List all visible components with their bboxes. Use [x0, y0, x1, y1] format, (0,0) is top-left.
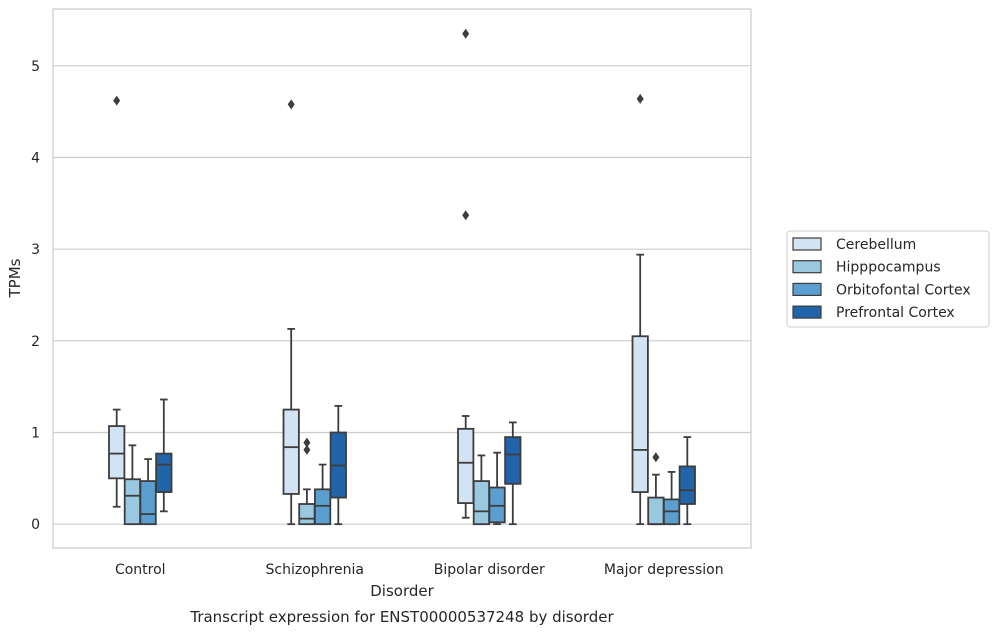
y-tick-label: 5: [31, 59, 40, 75]
box-2-1: [472, 454, 490, 526]
box-1-2: [314, 463, 332, 526]
legend: Cerebellum Hipppocampus Orbitofontal Corte…: [786, 230, 990, 328]
box-3-2: [663, 471, 681, 526]
legend-label: Prefrontal Cortex: [836, 305, 955, 321]
outlier-point: [303, 437, 311, 448]
y-tick-label: 3: [31, 242, 40, 258]
y-axis-title: TPMs: [6, 258, 24, 298]
box-0-1: [123, 444, 141, 526]
box-body: [298, 503, 316, 526]
legend-label: Cerebellum: [836, 237, 916, 253]
box-1-1: [298, 437, 316, 526]
box-body: [647, 496, 665, 526]
box-body: [108, 425, 126, 480]
x-tick-label: Major depression: [604, 562, 724, 578]
outlier-point: [636, 93, 644, 104]
box-plots: [108, 28, 696, 526]
box-body: [282, 408, 300, 495]
y-tick-label: 2: [31, 334, 40, 350]
x-axis-ticks: Control Schizophrenia Bipolar disorder Majo…: [115, 562, 724, 578]
box-body: [457, 427, 475, 504]
box-2-2: [488, 451, 506, 526]
legend-label: Hipppocampus: [836, 260, 941, 276]
outlier-point: [303, 444, 311, 455]
y-tick-label: 4: [31, 151, 40, 167]
box-3-0: [631, 93, 649, 526]
box-0-2: [139, 458, 157, 526]
box-body: [155, 452, 173, 493]
box-1-3: [329, 405, 347, 526]
box-body: [139, 480, 157, 526]
box-3-3: [678, 436, 696, 526]
grid-lines: [53, 65, 751, 525]
box-body: [678, 465, 696, 505]
box-1-0: [282, 99, 300, 526]
box-body: [631, 335, 649, 493]
box-body: [488, 486, 506, 524]
outlier-point: [462, 210, 470, 221]
box-body: [472, 480, 490, 526]
legend-swatch: [792, 260, 822, 274]
box-2-3: [504, 421, 522, 526]
box-0-3: [155, 398, 173, 513]
legend-swatch: [792, 237, 822, 251]
box-body: [314, 488, 332, 526]
outlier-point: [462, 28, 470, 39]
x-axis-title: Disorder: [370, 582, 434, 600]
y-tick-label: 0: [31, 517, 40, 533]
x-tick-label: Bipolar disorder: [434, 562, 545, 578]
outlier-point: [113, 95, 121, 106]
outlier-point: [287, 99, 295, 110]
box-body: [504, 436, 522, 485]
y-tick-label: 1: [31, 426, 40, 442]
y-axis-ticks: 0 1 2 3 4 5: [31, 59, 40, 533]
chart-title: Transcript expression for ENST0000053724…: [189, 608, 614, 626]
box-0-0: [108, 95, 126, 508]
legend-swatch: [792, 305, 822, 319]
legend-label: Orbitofontal Cortex: [836, 282, 971, 298]
x-tick-label: Control: [115, 562, 166, 578]
plot-frame: [52, 8, 752, 549]
legend-swatch: [792, 282, 822, 296]
legend-frame: [786, 230, 990, 328]
box-body: [123, 478, 141, 526]
box-2-0: [457, 28, 475, 519]
box-3-1: [647, 452, 665, 526]
x-tick-label: Schizophrenia: [266, 562, 364, 578]
outlier-point: [652, 452, 660, 463]
